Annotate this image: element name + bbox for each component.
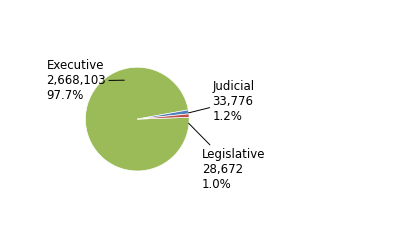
Wedge shape	[137, 110, 189, 119]
Wedge shape	[137, 114, 189, 119]
Text: Legislative
28,672
1.0%: Legislative 28,672 1.0%	[189, 123, 266, 191]
Text: Executive
2,668,103
97.7%: Executive 2,668,103 97.7%	[47, 59, 124, 103]
Wedge shape	[85, 67, 189, 171]
Text: Judicial
33,776
1.2%: Judicial 33,776 1.2%	[189, 80, 255, 123]
